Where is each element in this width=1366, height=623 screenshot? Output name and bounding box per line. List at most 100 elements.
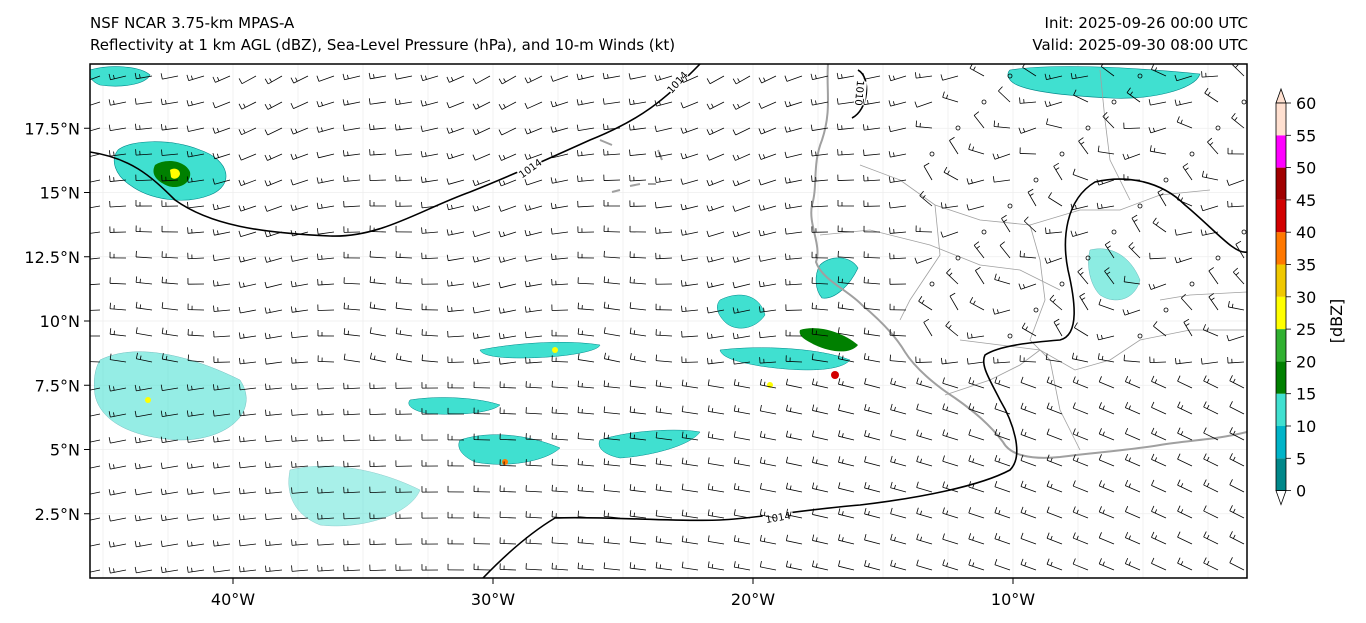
wind-barb — [628, 124, 647, 131]
wind-barb — [916, 377, 933, 389]
wind-barb — [863, 225, 881, 233]
wind-barb — [186, 410, 205, 417]
wind-barb — [264, 332, 283, 340]
wind-barb — [973, 111, 985, 129]
wind-barb — [421, 303, 439, 311]
wind-barb — [969, 296, 985, 311]
wind-barb — [890, 455, 907, 467]
wind-barb — [1124, 505, 1141, 519]
lat-tick-label: 7.5°N — [35, 376, 80, 395]
wind-barb — [732, 281, 751, 289]
wind-barb — [472, 153, 491, 161]
wind-barb — [576, 124, 595, 131]
wind-barb — [888, 176, 907, 183]
map-title-right: Init: 2025-09-26 00:00 UTC Valid: 2025-0… — [1032, 12, 1248, 56]
wind-barb — [447, 511, 465, 519]
wind-barb — [811, 175, 829, 182]
wind-barb — [923, 162, 933, 181]
wind-barb — [369, 123, 387, 131]
wind-barb — [838, 430, 855, 441]
wind-barb — [238, 179, 257, 187]
wind-barb — [577, 458, 595, 467]
country-borders — [819, 69, 1247, 451]
wind-barb — [134, 566, 153, 574]
wind-barb — [343, 328, 361, 337]
wind-barb — [628, 98, 647, 106]
wind-barb — [1180, 293, 1193, 311]
wind-barb — [759, 456, 777, 467]
wind-barb — [680, 229, 699, 236]
wind-barb — [889, 329, 907, 337]
wind-barb — [343, 200, 361, 208]
wind-barb — [1098, 428, 1115, 441]
colorbar-tick-label: 35 — [1296, 256, 1316, 275]
wind-barb — [1001, 214, 1011, 233]
wind-barb — [472, 75, 491, 85]
wind-barb — [862, 73, 881, 80]
wind-barb — [108, 99, 127, 106]
wind-barb — [135, 250, 153, 259]
wind-barb — [1072, 558, 1089, 571]
wind-barb — [447, 459, 465, 467]
wind-barb — [317, 513, 335, 520]
wind-barb — [915, 356, 933, 363]
wind-barb — [525, 407, 543, 415]
wind-barb — [940, 357, 959, 365]
echo-band — [598, 429, 701, 459]
wind-barb — [603, 174, 621, 181]
wind-barb — [109, 353, 127, 363]
wind-barb — [291, 487, 309, 494]
wind-barb — [968, 507, 985, 519]
wind-barb — [161, 353, 179, 363]
wind-barb — [109, 251, 127, 259]
wind-barb — [369, 250, 387, 259]
wind-barb — [942, 429, 959, 441]
wind-barb — [1020, 480, 1037, 493]
wind-barb — [1053, 318, 1063, 337]
wind-barb — [577, 536, 595, 545]
wind-barb — [472, 307, 491, 314]
wind-barb — [1183, 318, 1193, 337]
wind-barb — [498, 231, 517, 238]
wind-barb — [1019, 97, 1037, 104]
wind-barb — [186, 514, 205, 521]
wind-barb — [499, 511, 517, 519]
wind-barb — [395, 460, 413, 467]
wind-barb — [890, 429, 907, 441]
wind-barb — [942, 403, 959, 415]
wind-barb — [1072, 168, 1089, 181]
wind-barb — [238, 307, 257, 314]
wind-barb — [134, 98, 153, 105]
colorbar-tick-label: 0 — [1296, 482, 1306, 501]
wind-barb — [369, 408, 387, 416]
wind-barb — [238, 153, 257, 161]
wind-barb — [395, 149, 413, 156]
wind-barb — [187, 278, 205, 285]
wind-barb — [160, 410, 179, 417]
wind-barb — [1046, 402, 1063, 415]
wind-barb — [1226, 179, 1245, 186]
wind-barb — [1229, 557, 1245, 571]
wind-barb — [446, 229, 465, 236]
wind-barb — [998, 86, 1011, 103]
wind-barb — [238, 75, 257, 85]
isobar-label: 1010 — [852, 80, 865, 106]
wind-barb — [655, 278, 673, 285]
wind-barb — [706, 256, 725, 263]
wind-barb — [681, 331, 699, 338]
wind-barb — [212, 410, 231, 417]
wind-barb — [707, 483, 725, 493]
wind-barb — [706, 307, 725, 314]
wind-barb — [942, 507, 959, 519]
wind-barb — [629, 510, 647, 519]
wind-barb — [732, 179, 751, 187]
wind-barb — [525, 433, 543, 441]
wind-barb — [212, 229, 231, 236]
wind-barb — [498, 332, 517, 340]
wind-barb — [1096, 179, 1115, 186]
wind-barb — [785, 456, 803, 467]
wind-barb — [186, 74, 205, 81]
wind-barb — [864, 534, 881, 545]
wind-barb — [1226, 335, 1245, 342]
wind-barb — [369, 149, 387, 156]
